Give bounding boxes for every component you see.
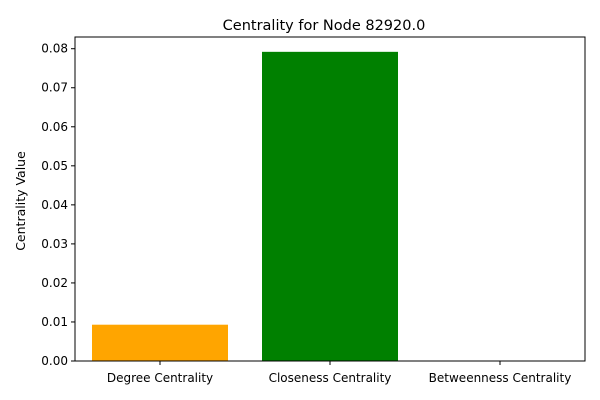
bars-group [92,51,398,361]
y-axis-label: Centrality Value [13,151,28,251]
x-tick-label: Betweenness Centrality [429,371,572,385]
x-tick-label: Closeness Centrality [269,371,392,385]
bar-closeness-centrality [262,51,398,361]
bar-degree-centrality [92,324,228,361]
y-tick-label: 0.01 [41,315,68,329]
y-tick-label: 0.06 [41,120,68,134]
y-tick-label: 0.08 [41,42,68,56]
chart-title: Centrality for Node 82920.0 [223,18,426,34]
x-tick-label: Degree Centrality [107,371,213,385]
y-tick-label: 0.04 [41,198,68,212]
y-ticks-group: 0.00 0.01 0.02 0.03 0.04 0.05 0.06 0.07 0.08 [41,42,75,368]
y-tick-label: 0.05 [41,159,68,173]
plot-frame [74,36,586,362]
y-tick-label: 0.07 [41,81,68,95]
x-ticks-group: Degree Centrality Closeness Centrality Bet… [107,361,571,385]
y-tick-label: 0.02 [41,276,68,290]
y-tick-label: 0.03 [41,237,68,251]
y-tick-label: 0.00 [41,354,68,368]
